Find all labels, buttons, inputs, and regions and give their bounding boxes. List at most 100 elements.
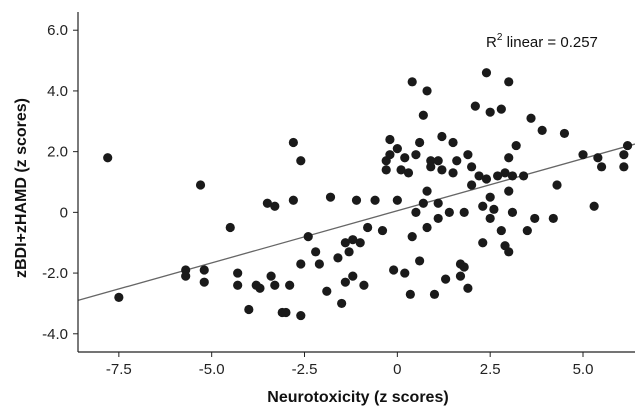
data-point bbox=[619, 150, 629, 160]
y-tick-label: 0 bbox=[60, 204, 68, 221]
data-point bbox=[422, 86, 432, 96]
data-point bbox=[415, 256, 425, 266]
data-point bbox=[400, 268, 410, 278]
data-point bbox=[385, 150, 395, 160]
data-point bbox=[619, 162, 629, 172]
data-point bbox=[114, 292, 124, 302]
data-point bbox=[396, 165, 406, 175]
data-point bbox=[348, 271, 358, 281]
fit-line-layer bbox=[77, 143, 635, 302]
data-point bbox=[288, 137, 298, 148]
data-point bbox=[363, 222, 373, 233]
data-point bbox=[519, 171, 529, 181]
data-point bbox=[578, 150, 588, 160]
y-tick-label: 2.0 bbox=[47, 144, 68, 161]
x-ticks-layer: -7.5 -5.0 -2.5 0 2.5 5.0 bbox=[106, 352, 594, 378]
data-point bbox=[296, 259, 306, 269]
data-point bbox=[340, 277, 350, 287]
data-point bbox=[296, 156, 306, 166]
data-point bbox=[467, 162, 477, 172]
data-point bbox=[485, 107, 495, 117]
data-point bbox=[496, 225, 506, 236]
x-tick-label: 5.0 bbox=[573, 361, 594, 378]
data-point bbox=[622, 140, 633, 151]
data-point bbox=[195, 180, 206, 190]
data-point bbox=[392, 144, 402, 154]
data-point bbox=[225, 222, 235, 233]
data-point bbox=[403, 168, 414, 178]
y-ticks-layer: -4.0 -2.0 0 2.0 4.0 6.0 bbox=[42, 22, 78, 343]
y-tick-label: 6.0 bbox=[47, 22, 68, 39]
data-point bbox=[355, 238, 365, 248]
data-point bbox=[392, 195, 402, 205]
x-tick-label: -7.5 bbox=[106, 361, 132, 378]
data-point bbox=[255, 283, 265, 293]
data-point bbox=[418, 110, 428, 120]
fit-line bbox=[77, 143, 635, 302]
data-point bbox=[359, 280, 369, 290]
r2-superscript: 2 bbox=[497, 32, 503, 43]
data-point bbox=[496, 104, 506, 114]
y-axis-label: zBDI+zHAMD (z scores) bbox=[13, 98, 30, 278]
data-point bbox=[270, 280, 280, 290]
data-point bbox=[407, 232, 417, 242]
data-point bbox=[422, 186, 432, 196]
r2-annotation: R2 linear = 0.257 bbox=[486, 32, 598, 51]
data-point bbox=[593, 153, 603, 163]
data-point bbox=[481, 68, 492, 78]
data-point bbox=[429, 289, 440, 299]
data-point bbox=[322, 286, 332, 296]
data-point bbox=[485, 192, 495, 202]
data-point bbox=[504, 247, 514, 257]
data-point bbox=[552, 180, 562, 190]
data-point bbox=[405, 289, 415, 299]
data-point bbox=[463, 150, 473, 160]
data-point bbox=[452, 156, 462, 166]
data-point bbox=[199, 265, 209, 275]
data-point bbox=[433, 198, 443, 208]
data-point bbox=[507, 207, 518, 217]
data-point bbox=[474, 171, 484, 181]
data-point bbox=[504, 186, 514, 196]
data-point bbox=[537, 125, 547, 135]
data-point bbox=[285, 280, 295, 290]
x-tick-label: -2.5 bbox=[292, 361, 318, 378]
data-point bbox=[270, 201, 280, 211]
data-point bbox=[400, 153, 410, 163]
data-point bbox=[181, 271, 191, 281]
data-point bbox=[489, 204, 499, 214]
data-point bbox=[281, 307, 291, 318]
x-axis-label: Neurotoxicity (z scores) bbox=[267, 389, 448, 406]
data-point bbox=[500, 168, 510, 178]
data-point bbox=[530, 213, 540, 224]
data-point bbox=[522, 225, 532, 236]
x-tick-label: -5.0 bbox=[199, 361, 225, 378]
data-point bbox=[526, 113, 536, 123]
data-point bbox=[385, 134, 395, 145]
data-point bbox=[455, 271, 466, 281]
data-point bbox=[448, 137, 458, 148]
data-point bbox=[437, 131, 447, 142]
data-point bbox=[422, 222, 432, 233]
r2-prefix: R bbox=[486, 34, 497, 51]
data-point bbox=[288, 195, 298, 205]
data-point bbox=[381, 165, 391, 175]
data-point bbox=[478, 238, 488, 248]
data-point bbox=[389, 265, 399, 275]
data-point bbox=[333, 253, 343, 263]
data-point bbox=[504, 77, 514, 87]
data-point bbox=[411, 150, 421, 160]
data-point bbox=[311, 247, 321, 257]
data-point bbox=[244, 304, 254, 315]
data-point bbox=[233, 280, 243, 290]
data-point bbox=[344, 247, 354, 257]
x-tick-label: 2.5 bbox=[480, 361, 501, 378]
y-tick-label: -2.0 bbox=[42, 265, 68, 282]
data-point bbox=[441, 274, 451, 284]
data-point bbox=[467, 180, 477, 190]
data-point bbox=[504, 153, 514, 163]
data-point bbox=[314, 259, 324, 269]
data-point bbox=[433, 156, 443, 166]
data-point bbox=[407, 77, 417, 87]
